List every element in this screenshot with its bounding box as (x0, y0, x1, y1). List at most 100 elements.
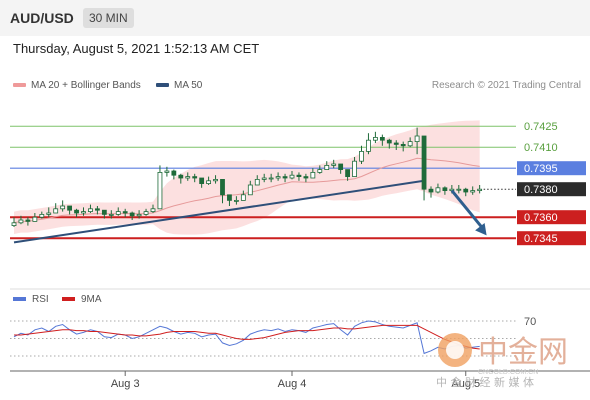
candle-body (247, 184, 253, 196)
candle-body (345, 169, 351, 178)
candle (95, 206, 100, 215)
candle (414, 127, 420, 155)
candle (456, 185, 462, 194)
candle-body (199, 177, 205, 184)
candle (393, 140, 399, 150)
candle (435, 183, 441, 194)
candle-body (18, 219, 24, 224)
x-tick-label: Aug 5 (451, 378, 480, 390)
level-tag-0.7360 (517, 210, 586, 225)
candle (366, 133, 371, 155)
candle (240, 190, 246, 201)
legend-ma50-label: MA 50 (174, 80, 203, 91)
candle (345, 169, 351, 181)
candle (88, 204, 93, 213)
candle (122, 208, 128, 218)
level-label-0.7410: 0.7410 (524, 142, 558, 154)
candle (220, 178, 225, 204)
candle-body (407, 141, 413, 147)
candle-body (352, 160, 357, 177)
candle-body (470, 190, 476, 193)
level-tag-0.7380 (517, 182, 586, 197)
candle-body (261, 177, 267, 180)
candle (46, 207, 52, 218)
level-label-0.7360: 0.7360 (524, 212, 558, 224)
candle-body (268, 177, 274, 180)
candle (289, 171, 295, 180)
candle (39, 211, 45, 219)
candle (372, 131, 378, 143)
candle (338, 163, 344, 174)
level-lines-layer (10, 125, 516, 240)
candle-body (477, 188, 483, 191)
bollinger-band (14, 120, 480, 235)
candle (442, 186, 448, 195)
candle (282, 173, 288, 183)
ma20-line (13, 157, 480, 224)
candle-body (164, 170, 170, 173)
candle-body (101, 209, 107, 215)
candle-body (213, 178, 218, 182)
copyright-text: Research © 2021 Trading Central (431, 80, 581, 91)
ma20-layer (13, 157, 480, 224)
level-labels-layer: 0.7425 0.7410 0.7395 0.7380 0.7360 0.7345 (517, 121, 586, 246)
candle-body (275, 176, 281, 179)
candle (379, 134, 385, 146)
candle-body (435, 187, 441, 193)
candle-body (414, 135, 420, 142)
candle-body (428, 188, 434, 193)
candle (192, 173, 198, 183)
watermark-sub: CNGOLD.COM.CN (478, 369, 538, 376)
candle (32, 213, 38, 222)
legend-bollinger-label: MA 20 + Bollinger Bands (31, 80, 141, 91)
level-label-0.7380: 0.7380 (524, 184, 558, 196)
candle (143, 208, 149, 216)
candle-body (449, 188, 455, 191)
candle-body (233, 199, 239, 202)
candle-body (289, 174, 295, 179)
candle (421, 135, 427, 201)
candle-body (282, 176, 288, 179)
candle (53, 203, 59, 214)
candle-body (74, 209, 79, 214)
candle (157, 165, 163, 210)
candle (359, 145, 364, 164)
candle-body (220, 178, 225, 196)
candle-body (338, 163, 344, 170)
candle (81, 207, 86, 216)
candle-body (393, 142, 399, 145)
level-tag-0.7395 (517, 161, 586, 176)
candle-body (67, 205, 72, 211)
candle-body (456, 188, 462, 191)
candle-body (296, 174, 302, 177)
candle (233, 196, 239, 205)
rsi-tick-label: 70 (524, 316, 536, 328)
timeframe-badge[interactable]: 30 MIN (83, 8, 134, 28)
candle (310, 168, 316, 179)
candle (129, 211, 135, 220)
bollinger-swatch (13, 83, 26, 88)
candle (247, 180, 253, 196)
ma50-trendline (13, 179, 425, 244)
candle (74, 208, 79, 218)
x-axis: Aug 3 Aug 4 Aug 5 (10, 370, 590, 390)
candle-body (115, 211, 121, 215)
watermark-main: 中金网 (478, 335, 568, 370)
candle (108, 210, 114, 219)
candle (275, 172, 281, 181)
rsi-panel: 70 (10, 316, 536, 357)
ma9-legend-label: 9MA (81, 294, 102, 305)
candle-body (32, 216, 38, 222)
candle-body (386, 139, 392, 144)
candle-body (379, 136, 385, 141)
candle (164, 166, 170, 177)
candle-body (143, 211, 149, 215)
candle (227, 194, 232, 206)
candle (470, 186, 476, 195)
timestamp: Thursday, August 5, 2021 1:52:13 AM CET (13, 41, 260, 56)
candle-body (95, 208, 100, 211)
candle-body (88, 208, 93, 213)
x-tick-label: Aug 4 (278, 378, 307, 390)
ma50-swatch (156, 83, 169, 88)
candle-body (46, 212, 52, 215)
